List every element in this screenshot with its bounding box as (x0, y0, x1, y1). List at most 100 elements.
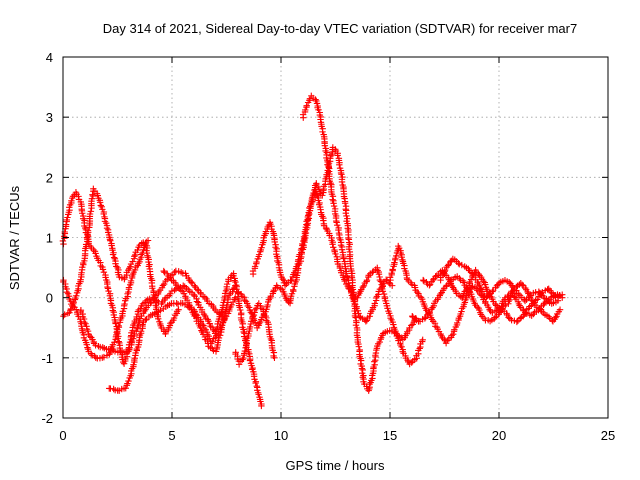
data-point-marker (534, 296, 541, 303)
data-point-marker (168, 287, 176, 295)
y-tick-label: -2 (41, 411, 53, 426)
data-point-marker (109, 251, 117, 258)
data-point-marker (426, 282, 433, 289)
data-point-marker (496, 309, 503, 316)
data-point-marker (448, 282, 456, 290)
data-point-marker (142, 297, 150, 305)
data-point-marker (265, 221, 273, 229)
data-point-marker (224, 294, 232, 302)
data-point-marker (310, 189, 317, 197)
data-point-marker (321, 142, 329, 149)
data-point-marker (306, 95, 314, 102)
data-point-marker (251, 263, 259, 270)
data-point-marker (237, 306, 244, 314)
data-point-marker (72, 306, 80, 313)
data-point-marker (392, 252, 400, 260)
data-point-marker (239, 356, 246, 363)
data-point-marker (241, 347, 249, 355)
data-point-marker (421, 315, 429, 322)
data-point-marker (64, 214, 71, 221)
data-point-marker (455, 259, 462, 267)
data-point-marker (340, 255, 347, 262)
data-point-marker (519, 281, 526, 288)
data-point-marker (335, 226, 342, 234)
data-point-marker (73, 292, 80, 300)
data-point-marker (505, 314, 512, 321)
data-point-marker (206, 320, 213, 327)
data-point-marker (307, 201, 315, 208)
data-point-marker (352, 321, 360, 329)
series-track-11 (386, 242, 566, 347)
data-point-marker (241, 296, 248, 304)
data-point-marker (127, 277, 135, 285)
data-point-marker (303, 102, 310, 109)
data-point-marker (334, 221, 341, 229)
data-point-marker (366, 313, 373, 320)
data-point-marker (513, 287, 520, 294)
grid-lines (63, 57, 608, 418)
data-point-marker (413, 288, 421, 296)
data-point-marker (142, 316, 149, 324)
data-point-marker (167, 320, 174, 327)
data-point-marker (312, 96, 319, 103)
data-point-marker (329, 196, 336, 203)
data-point-marker (64, 310, 72, 317)
data-point-marker (105, 287, 112, 295)
data-point-marker (231, 277, 238, 284)
data-point-marker (175, 306, 182, 313)
data-markers (59, 92, 566, 410)
data-point-marker (160, 267, 167, 275)
data-point-marker (62, 221, 70, 228)
data-point-marker (555, 293, 562, 300)
data-point-marker (322, 224, 330, 232)
data-point-marker (279, 276, 287, 283)
data-point-marker (147, 299, 154, 307)
data-point-marker (216, 332, 224, 339)
data-point-marker (489, 288, 496, 295)
axis-ticks (62, 56, 609, 419)
data-point-marker (371, 300, 379, 307)
series-track-4 (77, 267, 228, 356)
data-point-marker (288, 276, 295, 284)
data-point-marker (342, 270, 350, 277)
data-point-marker (345, 234, 352, 242)
data-point-marker (245, 330, 252, 338)
data-point-marker (160, 280, 168, 288)
series-track-6 (160, 267, 239, 355)
data-point-marker (129, 335, 137, 342)
data-point-marker (332, 250, 339, 258)
data-point-marker (365, 272, 372, 279)
data-point-marker (90, 246, 97, 254)
data-point-marker (255, 391, 262, 398)
data-point-marker (157, 307, 164, 314)
data-point-marker (376, 338, 383, 346)
y-tick-label: 3 (46, 110, 53, 125)
data-point-marker (84, 227, 92, 234)
y-tick-label: 0 (46, 291, 53, 306)
data-point-marker (390, 321, 397, 328)
data-point-marker (556, 306, 564, 313)
data-point-marker (537, 290, 545, 297)
data-point-marker (119, 308, 127, 315)
y-axis-label: SDTVAR / TECUs (7, 185, 22, 290)
chart-title: Day 314 of 2021, Sidereal Day-to-day VTE… (103, 21, 577, 36)
data-point-marker (429, 276, 437, 284)
x-tick-label: 5 (168, 428, 175, 443)
data-point-marker (319, 192, 326, 199)
data-point-marker (327, 180, 334, 187)
data-point-marker (409, 313, 416, 320)
data-point-marker (526, 292, 533, 300)
data-point-marker (342, 209, 350, 217)
data-point-marker (121, 300, 128, 308)
data-point-marker (100, 269, 108, 276)
data-point-marker (369, 269, 376, 276)
data-point-marker (345, 245, 353, 253)
data-point-marker (106, 292, 114, 299)
data-point-marker (362, 318, 370, 325)
data-point-marker (444, 337, 451, 344)
data-point-marker (302, 106, 309, 114)
data-point-marker (338, 178, 346, 186)
x-axis-label: GPS time / hours (286, 458, 385, 473)
data-point-marker (106, 351, 113, 358)
